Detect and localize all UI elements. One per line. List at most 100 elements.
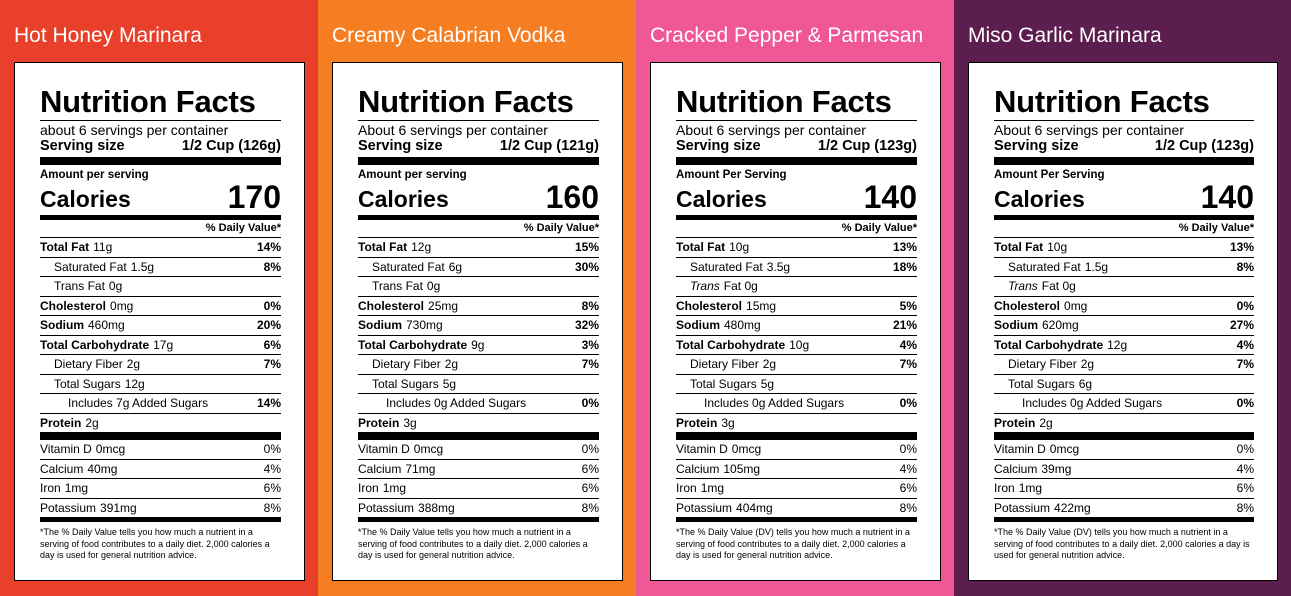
nutrient-row: Includes 0g Added Sugars 0% — [676, 393, 917, 413]
nutrient-row: Sodium 730mg 32% — [358, 315, 599, 335]
serving-size-row: Serving size 1/2 Cup (123g) — [676, 138, 917, 154]
medium-divider — [40, 517, 281, 522]
nutrient-name: Cholesterol 0mg — [40, 299, 133, 313]
medium-divider — [40, 215, 281, 220]
nutrient-row: Trans Fat 0g — [994, 276, 1254, 296]
vitamin-row: Calcium 71mg 6% — [358, 458, 599, 479]
nutrient-daily-value: 30% — [574, 259, 599, 274]
nutrient-label: Total Fat — [676, 240, 726, 255]
nutrient-name: Sodium 620mg — [994, 318, 1079, 332]
nutrient-name: Includes 7g Added Sugars — [40, 396, 208, 410]
nutrient-name: Total Carbohydrate 17g — [40, 338, 173, 352]
daily-value-header: % Daily Value* — [841, 222, 917, 234]
nutrient-daily-value: 7% — [581, 357, 599, 372]
nutrient-row: Total Sugars 5g — [358, 373, 599, 394]
vitamin-amount: 0mcg — [95, 442, 126, 457]
nutrient-label: Saturated Fat — [1008, 259, 1081, 274]
vitamin-label: Vitamin D — [40, 442, 92, 457]
vitamin-label: Iron — [994, 481, 1015, 496]
nutrient-name: Total Sugars 6g — [994, 377, 1092, 391]
nutrient-label: Dietary Fiber — [372, 357, 441, 372]
vitamin-row: Potassium 404mg 8% — [676, 497, 917, 518]
nutrient-row: Protein 3g — [676, 412, 917, 433]
nutrient-label: Total Carbohydrate — [40, 337, 150, 352]
divider — [676, 120, 917, 121]
vitamin-amount: 1mg — [1018, 481, 1043, 496]
nutrient-name: Total Carbohydrate 9g — [358, 338, 484, 352]
label-heading: Nutrition Facts — [994, 84, 1210, 119]
vitamin-daily-value: 4% — [899, 461, 917, 476]
label-heading: Nutrition Facts — [40, 84, 256, 119]
nutrient-row: Total Fat 10g 13% — [994, 237, 1254, 257]
vitamin-daily-value: 4% — [263, 461, 281, 476]
nutrient-name: Total Fat 10g — [676, 240, 749, 254]
nutrient-label: Trans — [690, 279, 720, 294]
vitamin-name: Calcium 105mg — [676, 462, 760, 476]
amount-per-serving: Amount per serving — [40, 169, 149, 181]
nutrient-amount: 6g — [448, 259, 463, 274]
flavor-title: Miso Garlic Marinara — [968, 24, 1162, 47]
nutrient-label: Total Sugars — [690, 376, 757, 391]
nutrient-name: Dietary Fiber 2g — [676, 357, 776, 371]
nutrient-row: Trans Fat 0g — [40, 276, 281, 296]
nutrient-row: Sodium 620mg 27% — [994, 315, 1254, 335]
thick-divider — [40, 157, 281, 165]
vitamin-name: Vitamin D 0mcg — [676, 442, 761, 456]
nutrient-daily-value: 8% — [1236, 259, 1254, 274]
nutrient-row: Dietary Fiber 2g 7% — [994, 354, 1254, 374]
nutrient-row: Saturated Fat 6g 30% — [358, 256, 599, 277]
vitamin-label: Calcium — [40, 461, 84, 476]
vitamin-daily-value: 6% — [1236, 481, 1254, 496]
vitamin-name: Iron 1mg — [40, 481, 88, 495]
vitamin-name: Potassium 404mg — [676, 501, 773, 515]
nutrition-label: Nutrition Facts About 6 servings per cont… — [968, 62, 1278, 581]
nutrient-name: Cholesterol 15mg — [676, 299, 776, 313]
panel-creamy-calabrian-vodka: Creamy Calabrian Vodka Nutrition Facts Abo… — [318, 0, 636, 596]
nutrient-amount: 2g — [444, 357, 459, 372]
nutrient-amount: 5g — [760, 376, 775, 391]
nutrient-name: Saturated Fat 1.5g — [994, 260, 1108, 274]
nutrient-daily-value: 14% — [256, 396, 281, 411]
vitamin-label: Iron — [676, 481, 697, 496]
vitamin-name: Vitamin D 0mcg — [994, 442, 1079, 456]
footnote: *The % Daily Value tells you how much a … — [40, 527, 270, 561]
serving-size-value: 1/2 Cup (123g) — [817, 138, 917, 154]
nutrient-daily-value: 4% — [1236, 337, 1254, 352]
nutrient-daily-value: 7% — [263, 357, 281, 372]
nutrient-daily-value: 3% — [581, 337, 599, 352]
amount-per-serving: Amount Per Serving — [994, 169, 1105, 181]
nutrient-label: Protein — [358, 415, 400, 430]
vitamin-label: Potassium — [676, 500, 733, 515]
serving-size-value: 1/2 Cup (123g) — [1154, 138, 1254, 154]
vitamin-row: Potassium 422mg 8% — [994, 497, 1254, 518]
nutrient-label: Total Carbohydrate — [358, 337, 468, 352]
nutrient-label: Trans Fat — [54, 279, 105, 294]
vitamin-label: Iron — [358, 481, 379, 496]
nutrition-label: Nutrition Facts About 6 servings per cont… — [332, 62, 623, 581]
calories-label: Calories — [40, 186, 131, 212]
vitamin-label: Calcium — [358, 461, 402, 476]
vitamin-daily-value: 0% — [1236, 442, 1254, 457]
nutrient-label: Saturated Fat — [690, 259, 763, 274]
vitamin-daily-value: 8% — [899, 500, 917, 515]
nutrient-daily-value: 15% — [574, 240, 599, 255]
nutrient-daily-value: 7% — [899, 357, 917, 372]
vitamin-label: Vitamin D — [676, 442, 728, 457]
nutrient-row: Protein 3g — [358, 412, 599, 433]
vitamin-label: Potassium — [40, 500, 97, 515]
nutrient-row: Sodium 460mg 20% — [40, 315, 281, 335]
nutrient-label: Includes 7g Added Sugars — [68, 396, 209, 411]
nutrient-amount: Fat 0g — [723, 279, 758, 294]
nutrient-name: Saturated Fat 3.5g — [676, 260, 790, 274]
vitamin-name: Iron 1mg — [994, 481, 1042, 495]
nutrient-amount: 12g — [1107, 337, 1128, 352]
nutrient-amount: 10g — [789, 337, 810, 352]
nutrient-amount: 3g — [403, 415, 417, 430]
amount-per-serving: Amount Per Serving — [676, 169, 787, 181]
nutrient-amount: 480mg — [724, 318, 761, 333]
nutrient-row: Total Sugars 5g — [676, 373, 917, 394]
nutrient-label: Sodium — [676, 318, 720, 333]
nutrient-label: Total Fat — [994, 240, 1044, 255]
nutrient-label: Protein — [994, 415, 1036, 430]
label-body: Nutrition Facts About 6 servings per cont… — [994, 86, 1254, 562]
